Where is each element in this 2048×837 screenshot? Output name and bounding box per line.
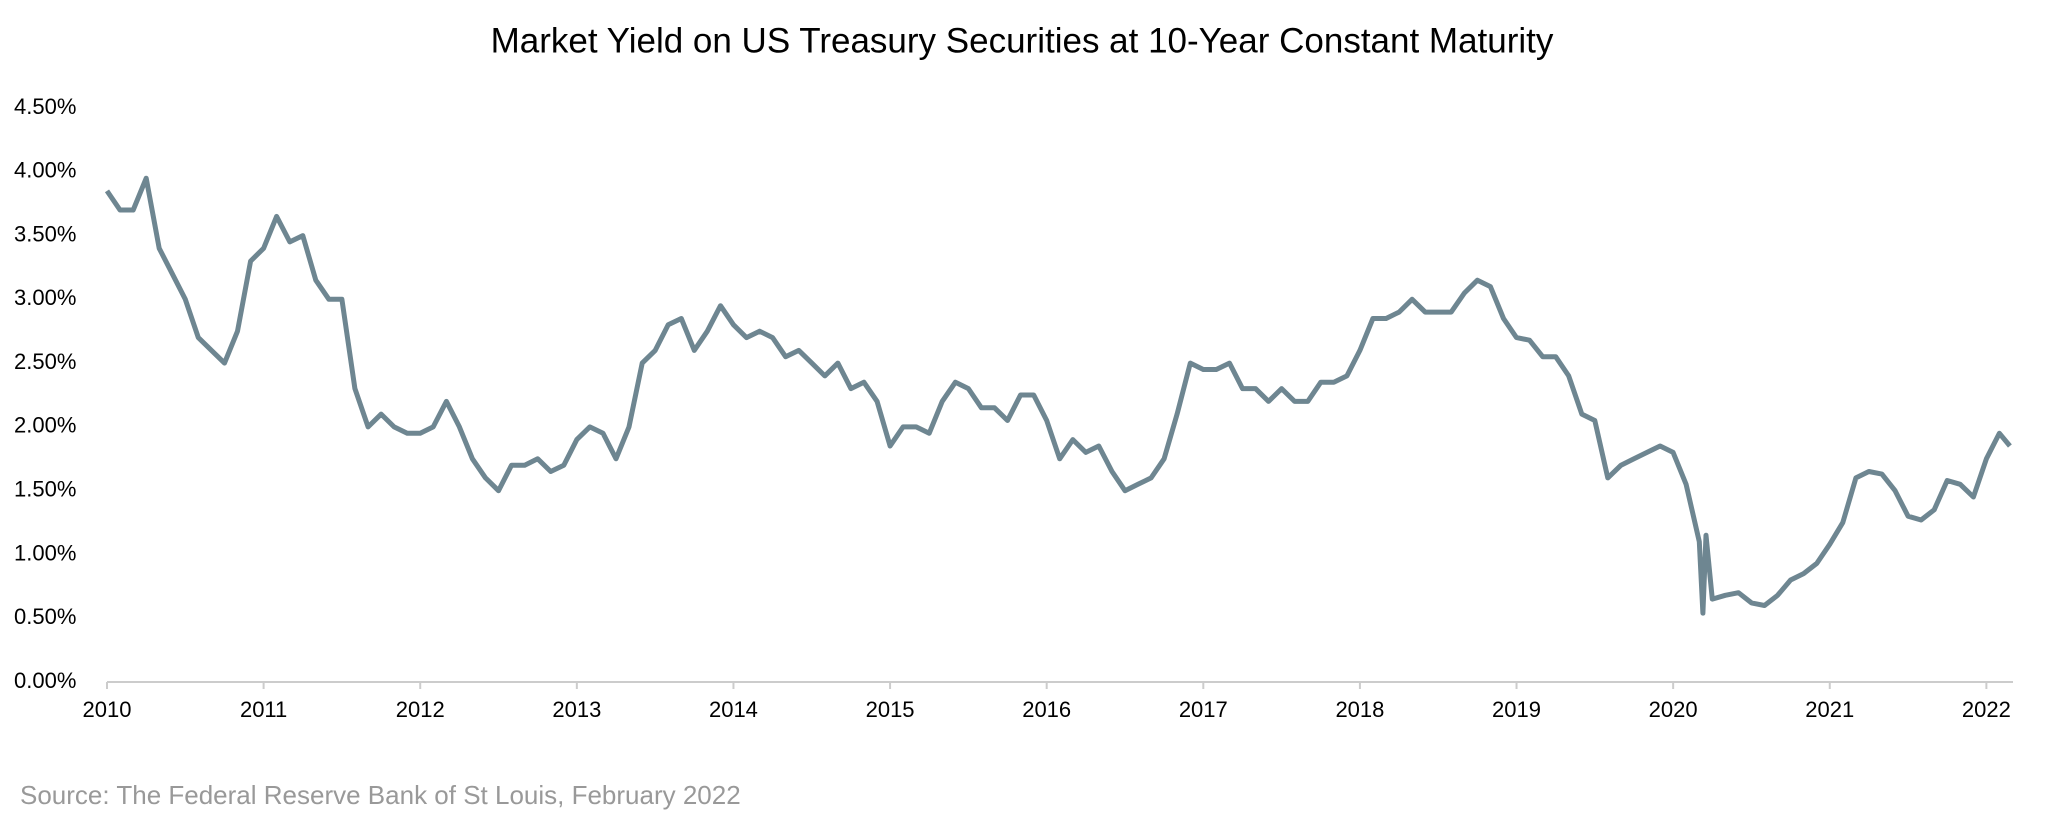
- y-tick-label: 4.50%: [14, 94, 76, 119]
- x-tick-label: 2012: [396, 697, 445, 722]
- y-tick-label: 0.50%: [14, 604, 76, 629]
- y-tick-label: 4.00%: [14, 158, 76, 183]
- x-tick-label: 2015: [866, 697, 915, 722]
- y-tick-label: 3.00%: [14, 285, 76, 310]
- x-tick-label: 2017: [1179, 697, 1228, 722]
- x-tick-label: 2022: [1962, 697, 2011, 722]
- x-tick-label: 2011: [240, 697, 287, 722]
- y-tick-label: 3.50%: [14, 221, 76, 246]
- x-tick-label: 2013: [552, 697, 601, 722]
- x-tick-label: 2019: [1492, 697, 1541, 722]
- y-tick-label: 2.50%: [14, 349, 76, 374]
- series-line: [104, 175, 2012, 616]
- chart-title: Market Yield on US Treasury Securities a…: [491, 21, 1554, 60]
- source-note: Source: The Federal Reserve Bank of St L…: [20, 780, 741, 810]
- x-tick-label: 2014: [709, 697, 758, 722]
- x-tick-label: 2010: [83, 697, 132, 722]
- y-tick-label: 1.50%: [14, 476, 76, 501]
- x-tick-label: 2020: [1649, 697, 1698, 722]
- y-tick-label: 0.00%: [14, 668, 76, 693]
- y-tick-label: 2.00%: [14, 413, 76, 438]
- y-tick-label: 1.00%: [14, 540, 76, 565]
- x-tick-label: 2018: [1335, 697, 1384, 722]
- x-tick-label: 2016: [1022, 697, 1071, 722]
- x-tick-label: 2021: [1805, 697, 1854, 722]
